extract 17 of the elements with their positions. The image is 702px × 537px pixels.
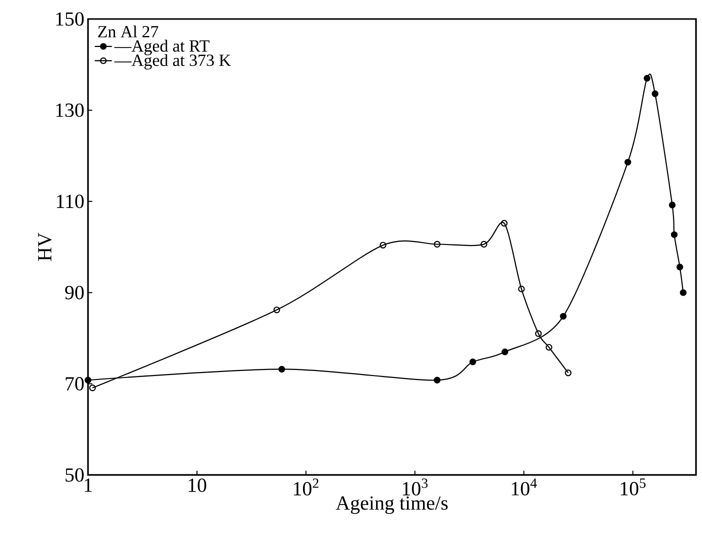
x-tick-label: 10 bbox=[188, 478, 206, 492]
y-tick-label: 70 bbox=[66, 377, 84, 391]
y-tick-label: 150 bbox=[56, 12, 84, 26]
y-tick-label: 50 bbox=[66, 468, 84, 482]
y-axis-title: HV bbox=[38, 232, 52, 261]
y-tick-label: 90 bbox=[65, 286, 84, 300]
y-tick-label: 110 bbox=[56, 194, 84, 208]
x-tick-label: 1 bbox=[84, 478, 92, 492]
x-tick-label: 10$^{3}$ bbox=[402, 478, 428, 496]
x-tick-label: 10$^{4}$ bbox=[512, 478, 537, 496]
x-tick-label: 10$^{5}$ bbox=[620, 478, 646, 496]
legend-title: Zn Al 27 bbox=[98, 25, 158, 38]
y-tick-label: 130 bbox=[56, 103, 84, 117]
legend-label: —Aged at RT bbox=[114, 40, 210, 56]
x-axis-title: Ageing time/s bbox=[336, 496, 448, 514]
x-tick-label: 10$^{2}$ bbox=[294, 478, 318, 496]
legend-label: —Aged at 373 K bbox=[114, 54, 231, 70]
